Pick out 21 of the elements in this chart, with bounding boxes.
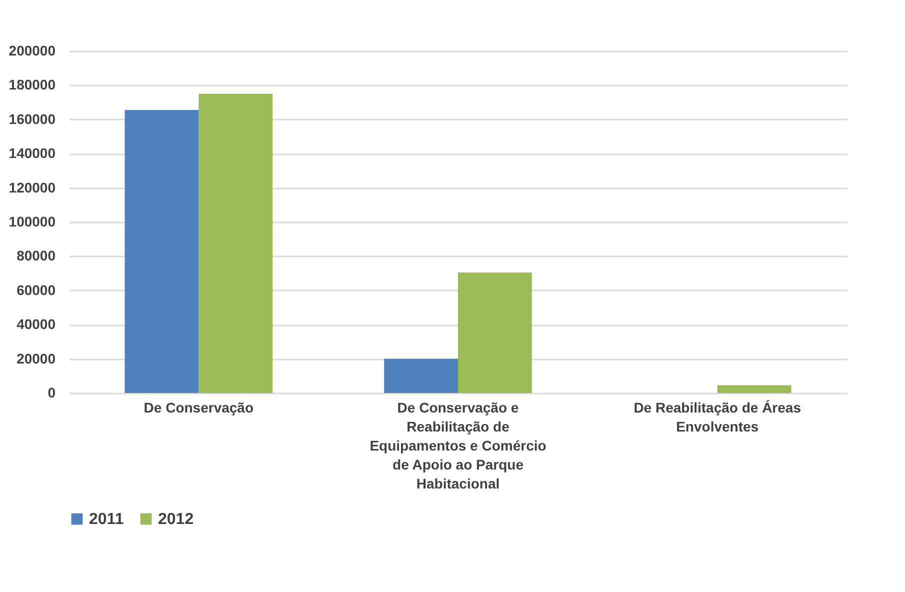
x-tick-label: De Conservação [144,400,254,416]
legend-label: 2011 [89,511,124,528]
y-tick-label: 60000 [16,282,56,298]
y-tick-label: 140000 [8,145,56,162]
y-tick-label: 200000 [8,42,56,58]
bar [124,110,199,393]
y-tick-label: 100000 [8,214,56,230]
x-tick-label: De Conservação e Reabilitação de Equipamentos e Comércio de Apoio ao Parque Habitacional [370,400,546,492]
legend-label: 2012 [158,511,194,528]
y-tick-label: 0 [48,384,56,400]
y-tick-label: 20000 [16,350,56,366]
x-tick-label: De Reabilitação de Áreas Envolventes [634,400,802,434]
y-tick-label: 160000 [8,110,56,127]
y-tick-label: 40000 [16,316,56,332]
y-tick-label: 120000 [8,179,56,196]
bar [384,358,458,393]
y-tick-label: 80000 [16,248,56,264]
y-tick-label: 180000 [8,76,56,93]
bar [717,385,792,393]
bar [198,94,273,393]
bar [458,272,532,393]
